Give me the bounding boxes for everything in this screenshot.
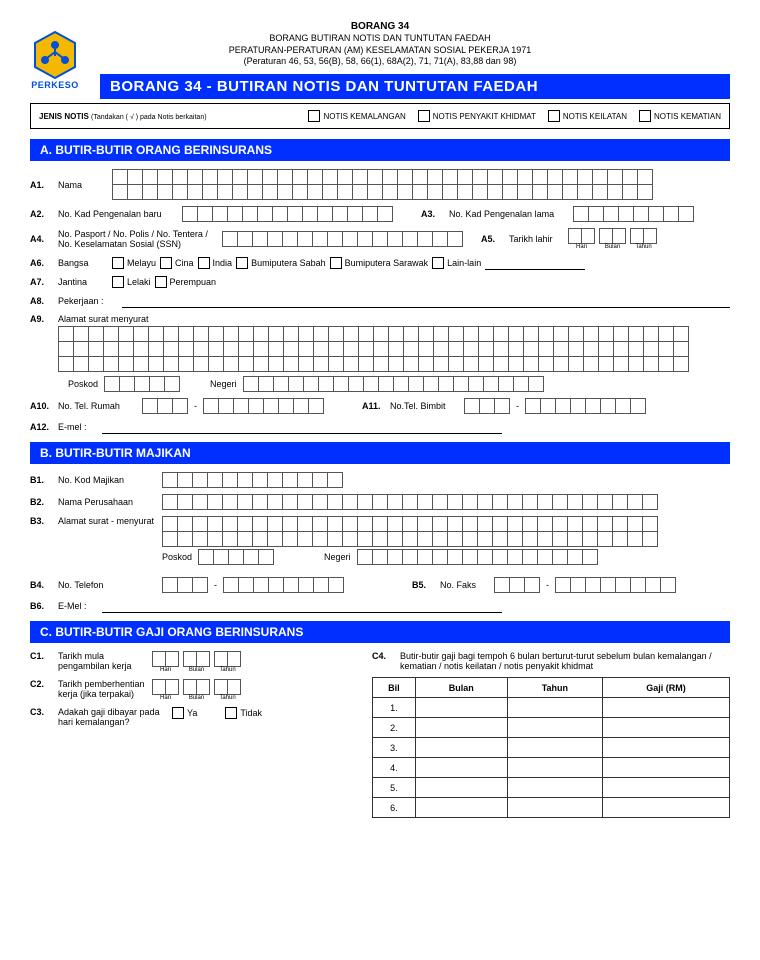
- bangsa-sabah[interactable]: Bumiputera Sabah: [236, 257, 326, 269]
- c3-row: C3.Adakah gaji dibayar pada hari kemalan…: [30, 707, 352, 727]
- notis-penyakit-checkbox[interactable]: NOTIS PENYAKIT KHIDMAT: [418, 110, 536, 122]
- notis-keilatan-checkbox[interactable]: NOTIS KEILATAN: [548, 110, 627, 122]
- table-row: 5.: [373, 778, 730, 798]
- c3-tidak[interactable]: Tidak: [225, 707, 262, 719]
- a8-row: A8.Pekerjaan :: [30, 294, 730, 308]
- a1-nama-grid[interactable]: [112, 169, 653, 200]
- a12-email[interactable]: [102, 420, 502, 434]
- a8-pekerjaan[interactable]: [122, 294, 730, 308]
- b1-row: B1.No. Kod Majikan: [30, 472, 730, 488]
- a2-kad-baru[interactable]: [182, 206, 393, 222]
- a3-kad-lama[interactable]: [573, 206, 694, 222]
- bangsa-melayu[interactable]: Melayu: [112, 257, 156, 269]
- c2-tarikh[interactable]: Hari Bulan Tahun: [152, 679, 241, 701]
- a5-tarikh-lahir[interactable]: Hari Bulan Tahun: [568, 228, 657, 250]
- perkeso-logo-icon: [30, 30, 80, 80]
- table-row: 3.: [373, 738, 730, 758]
- a10-tel-rumah[interactable]: [142, 398, 188, 414]
- section-c-header: C. BUTIR-BUTIR GAJI ORANG BERINSURANS: [30, 621, 730, 643]
- salary-table[interactable]: BilBulanTahunGaji (RM) 1. 2. 3. 4. 5. 6.: [372, 677, 730, 818]
- b3-alamat[interactable]: Poskod Negeri: [162, 516, 658, 571]
- section-a-header: A. BUTIR-BUTIR ORANG BERINSURANS: [30, 139, 730, 161]
- a9-negeri[interactable]: [243, 376, 544, 392]
- a7-row: A7.Jantina Lelaki Perempuan: [30, 276, 730, 288]
- bangsa-sarawak[interactable]: Bumiputera Sarawak: [330, 257, 429, 269]
- c4-row: C4.Butir-butir gaji bagi tempoh 6 bulan …: [372, 651, 730, 671]
- a4-a5-row: A4.No. Pasport / No. Polis / No. Tentera…: [30, 228, 730, 250]
- c1-row: C1.Tarikh mula pengambilan kerja Hari Bu…: [30, 651, 352, 673]
- header-text: BORANG 34 BORANG BUTIRAN NOTIS DAN TUNTU…: [30, 20, 730, 68]
- b4-b5-row: B4.No. Telefon - B5.No. Faks -: [30, 577, 730, 593]
- bangsa-lain[interactable]: Lain-lain: [432, 257, 481, 269]
- table-row: 6.: [373, 798, 730, 818]
- bangsa-cina[interactable]: Cina: [160, 257, 194, 269]
- a9-poskod[interactable]: [104, 376, 180, 392]
- notis-kemalangan-checkbox[interactable]: NOTIS KEMALANGAN: [308, 110, 405, 122]
- b6-email[interactable]: [102, 599, 502, 613]
- a4-passport[interactable]: [222, 231, 463, 247]
- table-row: 4.: [373, 758, 730, 778]
- b2-nama-perusahaan[interactable]: [162, 494, 658, 510]
- table-row: 1.: [373, 698, 730, 718]
- form-page: PERKESO BORANG 34 BORANG BUTIRAN NOTIS D…: [0, 0, 760, 960]
- b2-row: B2.Nama Perusahaan: [30, 494, 730, 510]
- b1-kod-majikan[interactable]: [162, 472, 343, 488]
- b4-telefon[interactable]: [162, 577, 208, 593]
- section-b-header: B. BUTIR-BUTIR MAJIKAN: [30, 442, 730, 464]
- b3-row: B3.Alamat surat - menyurat Poskod Negeri: [30, 516, 730, 571]
- table-row: 2.: [373, 718, 730, 738]
- jantina-lelaki[interactable]: Lelaki: [112, 276, 151, 288]
- a9-alamat-grid[interactable]: [58, 326, 730, 372]
- c3-ya[interactable]: Ya: [172, 707, 197, 719]
- a2-a3-row: A2.No. Kad Pengenalan baru A3.No. Kad Pe…: [30, 206, 730, 222]
- a9-poskod-negeri: Poskod Negeri: [58, 376, 730, 392]
- a9-label: A9.Alamat surat menyurat: [30, 314, 730, 324]
- jenis-notis-box: JENIS NOTIS (Tandakan ( √ ) pada Notis b…: [30, 103, 730, 129]
- a1-row: A1.Nama: [30, 169, 730, 200]
- c1-tarikh[interactable]: Hari Bulan Tahun: [152, 651, 241, 673]
- a12-row: A12.E-mel :: [30, 420, 730, 434]
- b5-faks[interactable]: [494, 577, 540, 593]
- b3-poskod[interactable]: [198, 549, 274, 565]
- b3-negeri[interactable]: [357, 549, 598, 565]
- c2-row: C2.Tarikh pemberhentian kerja (jika terp…: [30, 679, 352, 701]
- logo: PERKESO: [30, 30, 80, 90]
- a10-a11-row: A10.No. Tel. Rumah - A11.No.Tel. Bimbit …: [30, 398, 730, 414]
- a11-tel-bimbit[interactable]: [464, 398, 510, 414]
- notis-kematian-checkbox[interactable]: NOTIS KEMATIAN: [639, 110, 721, 122]
- main-banner: BORANG 34 - BUTIRAN NOTIS DAN TUNTUTAN F…: [100, 74, 730, 99]
- b6-row: B6.E-Mel :: [30, 599, 730, 613]
- brand-text: PERKESO: [30, 80, 80, 90]
- bangsa-india[interactable]: India: [198, 257, 233, 269]
- jantina-perempuan[interactable]: Perempuan: [155, 276, 217, 288]
- a6-row: A6.Bangsa Melayu Cina India Bumiputera S…: [30, 256, 730, 270]
